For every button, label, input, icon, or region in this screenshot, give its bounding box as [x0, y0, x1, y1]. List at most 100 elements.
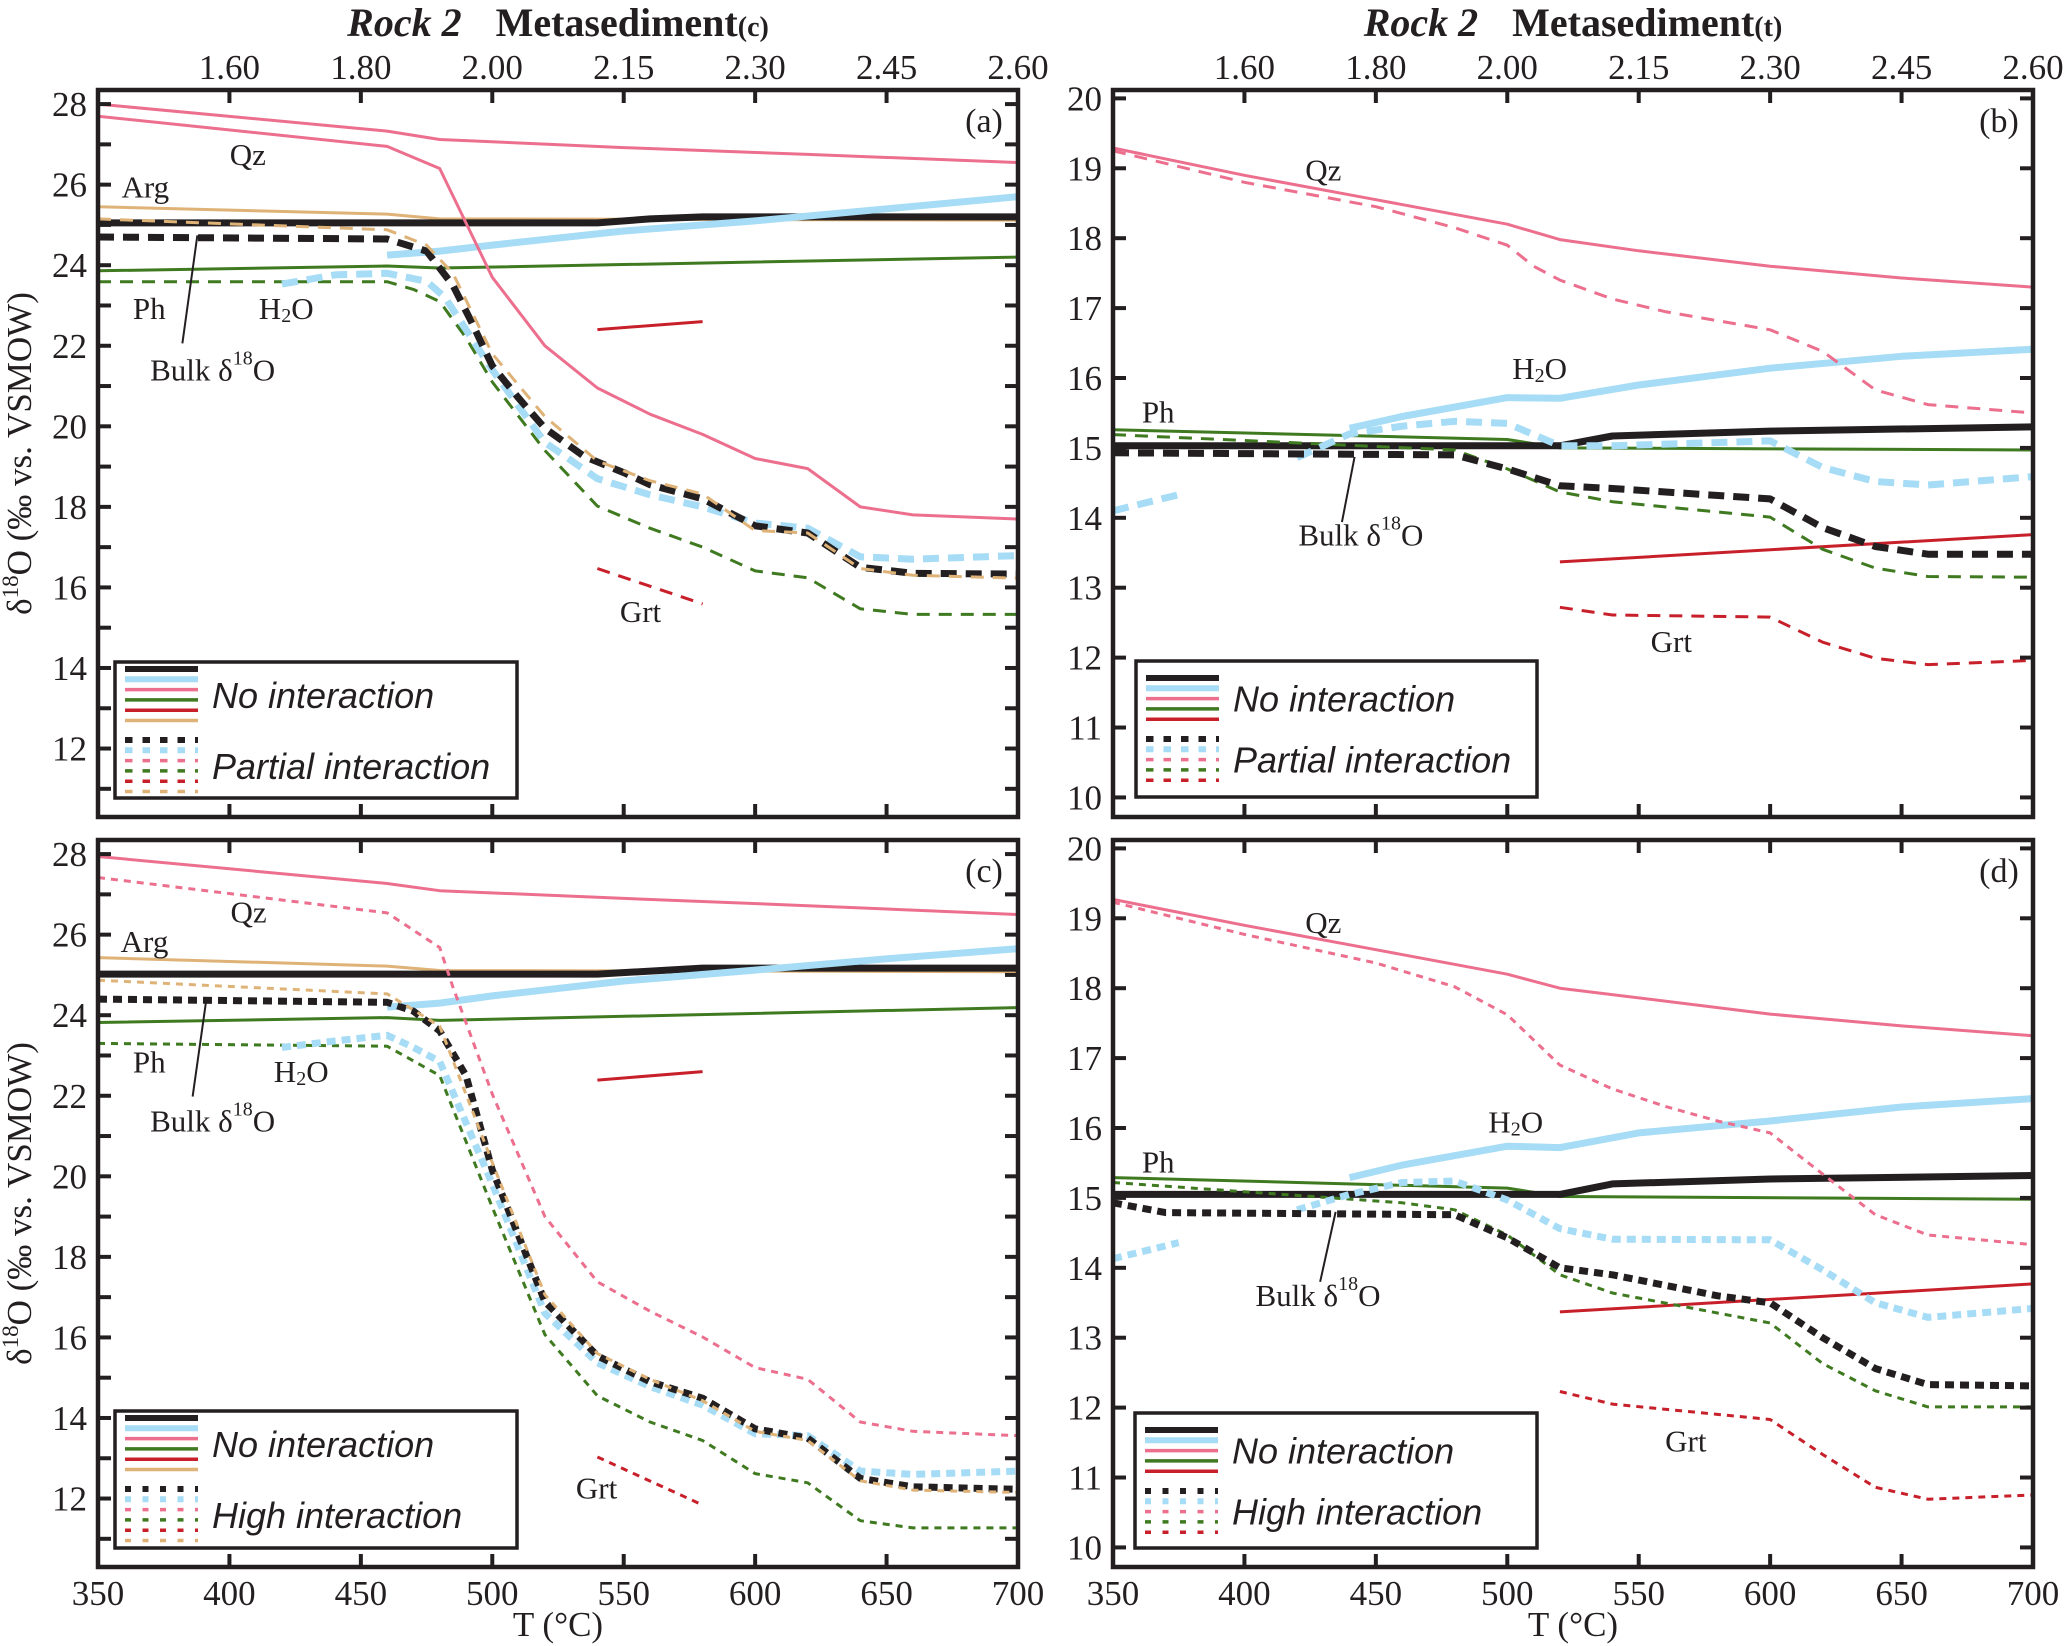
panel-d: 10 11 12 13 14 15 16 17 18 19 20 350 400 450 500 550 600… — [1067, 829, 2059, 1644]
annotation-h2o: H2O — [1488, 1104, 1543, 1141]
series-qz-none — [98, 102, 1018, 164]
y-tick-label: 28 — [52, 85, 87, 124]
annotation-text: O — [291, 290, 313, 325]
plot-area — [98, 855, 1018, 1530]
ticks — [98, 90, 1018, 817]
annotation-text: H — [274, 1053, 296, 1088]
y-tick-label: 16 — [1067, 359, 1102, 398]
legend-label: High interaction — [212, 1495, 462, 1536]
annotation-text: Grt — [576, 1470, 618, 1505]
top-axis-label: 2.00 — [1477, 48, 1538, 87]
top-axis-label: 1.60 — [1214, 48, 1275, 87]
x-tick-label: 700 — [992, 1574, 1045, 1613]
series-ph-none — [98, 255, 1018, 273]
y-tick-label: 19 — [1067, 899, 1102, 938]
x-tick-label: 600 — [1744, 1574, 1797, 1613]
plot-frame — [95, 837, 1021, 1570]
panel-title: Rock 2 Metasediment(t) — [1363, 0, 1783, 45]
y-tick-label: 24 — [52, 246, 87, 285]
series-ph-high — [1113, 1181, 2033, 1409]
top-axis-label: 2.00 — [462, 48, 523, 87]
annotation-leader-line — [181, 235, 199, 344]
y-tick-label: 15 — [1067, 429, 1102, 468]
y-tick-label: 11 — [1068, 709, 1102, 748]
series-bulk-none — [1113, 1172, 2033, 1198]
annotation-text: 18 — [1338, 1273, 1358, 1295]
top-axis-label: 2.15 — [593, 48, 654, 87]
top-axis-label: 2.15 — [1608, 48, 1669, 87]
legend-label: No interaction — [1233, 679, 1455, 720]
y-tick-label: 13 — [1067, 569, 1102, 608]
series-grt-high — [1559, 1390, 2033, 1501]
y-axis-label: δ18O (‰ vs. VSMOW) — [0, 292, 39, 615]
series-h2o-none — [1348, 345, 2033, 432]
annotation-text: O — [1545, 351, 1567, 386]
x-axis-label: T (°C) — [1528, 1605, 1618, 1644]
plot-frame — [1110, 87, 2036, 820]
annotation-text: Qz — [230, 137, 266, 172]
series-bulk-none — [1113, 423, 2033, 450]
series-grt-none — [1559, 1282, 2033, 1314]
annotation-text: H — [1488, 1104, 1510, 1139]
series-h2o-none — [386, 193, 1018, 259]
annotation-h2o: H2O — [259, 290, 314, 327]
top-axis-label: 2.60 — [2002, 48, 2063, 87]
legend-box — [113, 660, 519, 800]
y-tick-label: 20 — [1067, 79, 1102, 118]
y-tick-label: 26 — [52, 166, 87, 205]
legend-label: No interaction — [1232, 1431, 1454, 1472]
plot-area — [98, 102, 1018, 616]
series-h2o-partial — [1113, 417, 2033, 515]
legend: No interaction Partial interaction — [113, 660, 519, 800]
annotation-text: H — [1512, 351, 1534, 386]
y-tick-label: 18 — [52, 488, 87, 527]
annotation-text: O — [1358, 1278, 1380, 1313]
ticks — [1113, 90, 2033, 817]
annotation-text: O — [1521, 1104, 1543, 1139]
title-lithology: Metasediment — [496, 0, 739, 45]
x-tick-label: 550 — [597, 1574, 650, 1613]
annotation-text: O — [253, 1103, 275, 1138]
annotation-text: Ph — [1142, 1144, 1175, 1179]
x-tick-label: 550 — [1612, 1574, 1665, 1613]
annotation-leader-line — [1319, 1211, 1337, 1283]
annotation-qz: Qz — [1305, 152, 1341, 187]
annotation-ph: Ph — [133, 1044, 166, 1079]
title-suffix: (t) — [1754, 12, 1782, 43]
top-axis-label: 2.45 — [856, 48, 917, 87]
annotation-h2o: H2O — [274, 1053, 329, 1090]
annotation-qz: Qz — [230, 137, 266, 172]
series-qz-none — [1113, 146, 2033, 289]
panel-b: 10 11 12 13 14 15 16 17 18 19 20 1.60 1.80 2.00 2.15 2.… — [1067, 0, 2064, 820]
annotation-bulk: Bulk δ18O — [150, 348, 275, 388]
series-arg-high — [98, 978, 1018, 1494]
panel-label: (c) — [965, 853, 1003, 890]
annotation-text: 18 — [1381, 513, 1401, 535]
series-qz-high — [98, 876, 1018, 1438]
x-tick-label: 450 — [1350, 1574, 1403, 1613]
plot-area — [1113, 146, 2033, 667]
x-tick-label: 650 — [860, 1574, 913, 1613]
y-tick-label: 26 — [52, 916, 87, 955]
annotation-text: 18 — [233, 1098, 253, 1120]
annotation-grt: Grt — [1665, 1423, 1707, 1458]
top-axis-label: 2.60 — [987, 48, 1048, 87]
x-tick-label: 350 — [1087, 1574, 1140, 1613]
panel-label: (d) — [1979, 853, 2019, 890]
legend: No interaction Partial interaction — [1134, 659, 1539, 799]
series-grt-none — [597, 1070, 703, 1082]
y-tick-label: 22 — [52, 1077, 87, 1116]
y-axis-label-text: O (‰ vs. VSMOW) — [0, 292, 39, 575]
series-bulk-partial — [1113, 449, 2033, 558]
x-axis-label: T (°C) — [513, 1605, 603, 1644]
annotation-text: H — [259, 290, 281, 325]
annotation-ph: Ph — [1142, 1144, 1175, 1179]
y-tick-label: 14 — [1067, 1249, 1102, 1288]
title-suffix: (c) — [738, 12, 769, 43]
y-tick-label: 12 — [1067, 639, 1102, 678]
series-qz-none — [1113, 897, 2033, 1038]
series-ph-partial — [98, 280, 1018, 616]
y-tick-label: 28 — [52, 835, 87, 874]
top-axis-label: 1.80 — [1345, 48, 1406, 87]
y-tick-label: 19 — [1067, 149, 1102, 188]
